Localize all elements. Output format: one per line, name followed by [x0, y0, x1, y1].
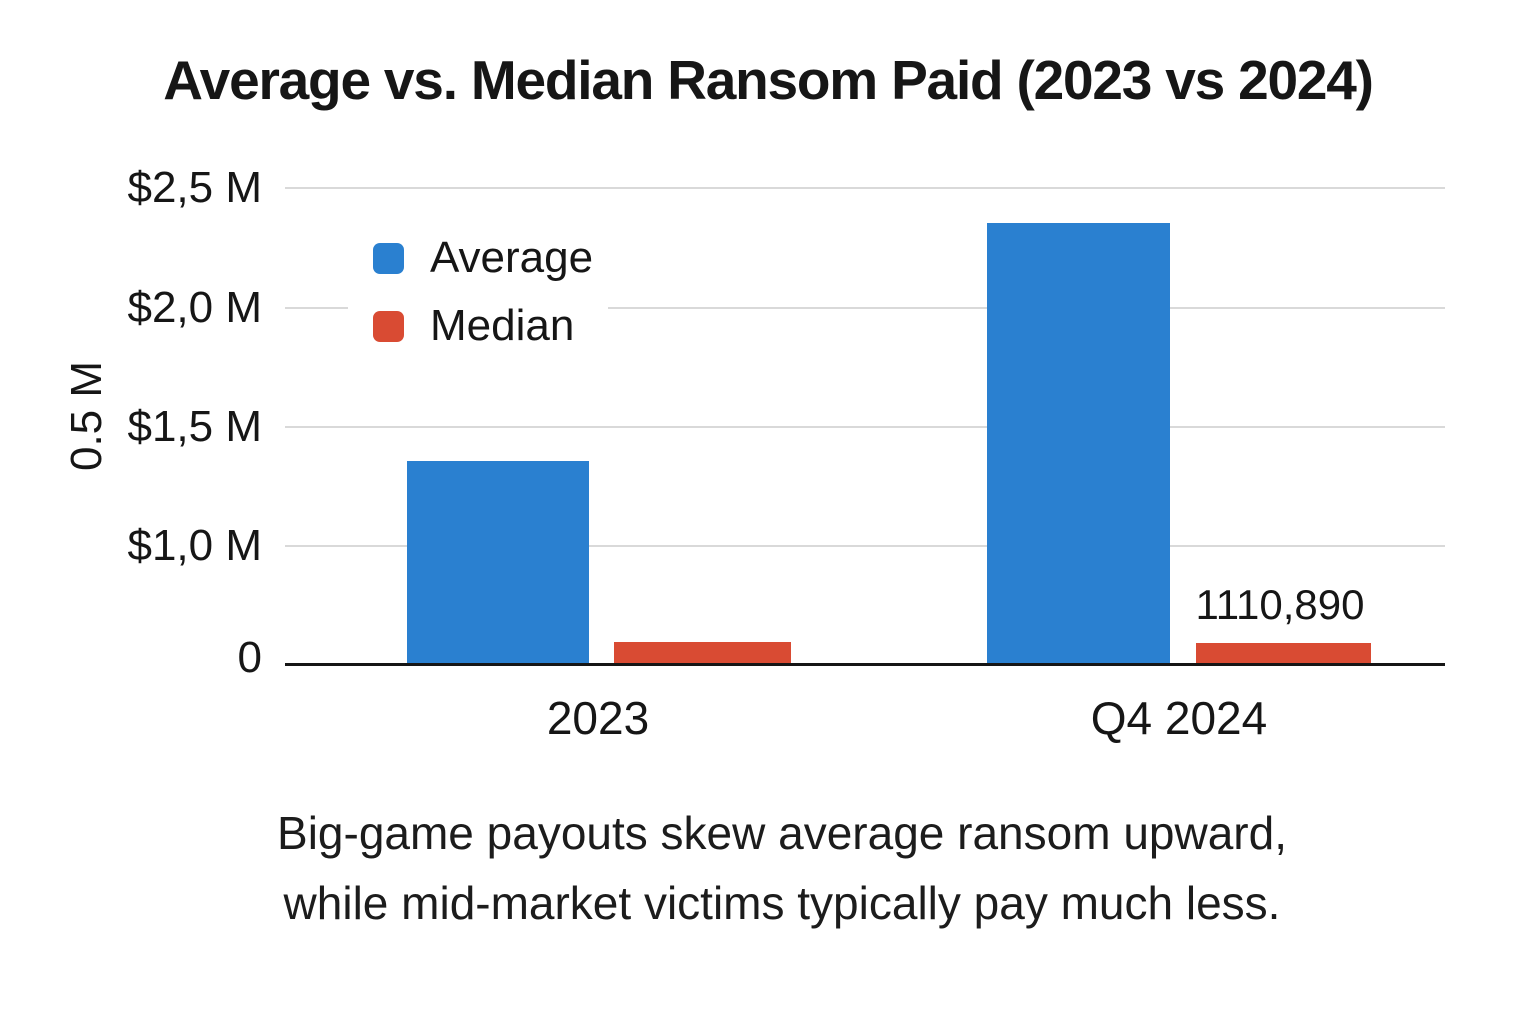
gridline-1-0m — [285, 545, 1445, 547]
median-legend-label: Median — [430, 301, 575, 350]
caption-line-2: while mid-market victims typically pay m… — [283, 877, 1281, 929]
bar-median-2023 — [614, 642, 791, 665]
y-tick-label: $2,0 M — [127, 283, 262, 332]
y-tick-label: $2,5 M — [127, 163, 262, 212]
legend-item-median: Median — [373, 304, 574, 348]
y-tick-label: $1,0 M — [127, 521, 262, 570]
bar-median-q4-2024 — [1196, 643, 1371, 665]
bar-average-2023 — [407, 461, 589, 665]
caption-line-1: Big-game payouts skew average ransom upw… — [277, 807, 1287, 859]
x-label-2023: 2023 — [546, 692, 650, 744]
bar-average-q4-2024 — [987, 223, 1170, 665]
median-q4-2024-value-label: 1110,890 — [1195, 581, 1365, 628]
y-tick-label: $1,5 M — [127, 402, 262, 451]
average-legend-swatch — [373, 242, 404, 274]
legend-item-average: Average — [373, 236, 593, 280]
y-tick-label: 0 — [237, 633, 262, 682]
gridline-1-5m — [285, 426, 1445, 428]
x-label-q4-2024: Q4 2024 — [1090, 692, 1268, 744]
legend: Average Median — [348, 224, 608, 356]
chart-title: Average vs. Median Ransom Paid (2023 vs … — [163, 49, 1374, 111]
gridline-2-0m — [285, 307, 1445, 309]
y-axis-title: 0.5 M — [62, 360, 111, 472]
average-legend-label: Average — [430, 233, 594, 282]
x-axis-line — [285, 663, 1445, 666]
caption: Big-game payouts skew average ransom upw… — [0, 798, 1536, 938]
median-legend-swatch — [373, 310, 404, 342]
gridline-2-5m — [285, 187, 1445, 189]
